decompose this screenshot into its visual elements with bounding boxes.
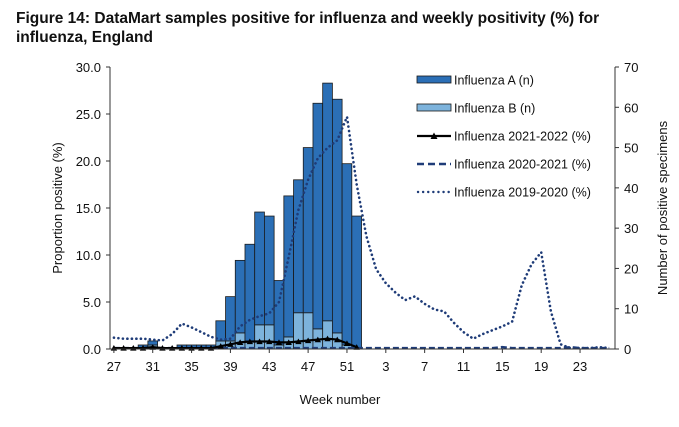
bar-influenza-b: [264, 324, 275, 350]
axes-layer: [109, 67, 616, 350]
bar-influenza-a: [331, 98, 343, 334]
left-y-tick-label: 20.0: [76, 154, 101, 169]
legend-label: Influenza B (n): [454, 102, 535, 116]
right-y-tick-label: 40: [624, 181, 638, 196]
marker-influenza-2021-2022: [343, 340, 351, 346]
x-axis-title: Week number: [300, 392, 381, 407]
x-tick-label: 19: [534, 359, 548, 374]
legend-item: Influenza 2021-2022 (%): [417, 130, 591, 144]
bar-influenza-a: [283, 195, 294, 338]
right-y-ticks: 0 10 20 30 40 50 60 70: [615, 60, 638, 357]
bar-influenza-b: [254, 324, 265, 350]
right-y-tick-label: 70: [624, 60, 638, 75]
left-y-tick-label: 5.0: [83, 295, 101, 310]
right-y-tick-label: 50: [624, 141, 638, 156]
marker-influenza-2021-2022: [314, 336, 322, 343]
legend-item: Influenza B (n): [416, 102, 535, 116]
marker-influenza-2021-2022: [227, 341, 234, 347]
x-tick-label: 23: [573, 359, 587, 374]
marker-influenza-2021-2022: [256, 338, 263, 345]
line-influenza-2019-2020: [112, 111, 611, 350]
right-y-tick-label: 30: [624, 221, 638, 236]
bar-influenza-b: [322, 320, 333, 350]
bar-influenza-a: [234, 259, 246, 334]
x-tick-label: 51: [340, 359, 354, 374]
legend-item: Influenza 2019-2020 (%): [416, 186, 591, 200]
left-y-ticks: 0.0 5.0 10.0 15.0 20.0 25.0 30.0: [76, 60, 110, 357]
bar-influenza-a: [264, 215, 275, 326]
x-tick-label: 39: [223, 359, 237, 374]
marker-influenza-2021-2022: [334, 336, 341, 343]
x-tick-label: 35: [184, 359, 198, 374]
marker-influenza-2021-2022: [266, 338, 273, 345]
legend-swatch: [416, 75, 452, 84]
marker-influenza-2021-2022: [236, 339, 244, 346]
marker-influenza-2021-2022: [324, 335, 331, 342]
left-y-tick-label: 0.0: [83, 342, 101, 357]
marker-influenza-2021-2022: [353, 344, 360, 350]
x-tick-label: 11: [457, 359, 471, 374]
right-y-tick-label: 20: [624, 261, 638, 276]
bar-influenza-a: [351, 215, 362, 350]
marker-influenza-2021-2022: [149, 344, 156, 350]
bar-influenza-a: [293, 179, 304, 314]
marker-influenza-2021-2022: [304, 337, 312, 344]
right-y-tick-label: 0: [624, 342, 631, 357]
y-axis-left-title: Proportion positive (%): [50, 142, 65, 274]
x-tick-label: 3: [382, 359, 389, 374]
marker-influenza-2021-2022: [246, 338, 254, 345]
marker-influenza-2021-2022: [285, 339, 292, 346]
left-y-tick-label: 10.0: [76, 248, 101, 263]
x-tick-label: 31: [145, 359, 159, 374]
bar-influenza-a: [341, 163, 353, 346]
right-y-tick-label: 60: [624, 100, 638, 115]
bar-influenza-b: [302, 312, 314, 350]
bar-influenza-a: [225, 296, 236, 342]
legend-swatch: [416, 103, 452, 112]
x-tick-label: 43: [262, 359, 276, 374]
left-y-tick-label: 25.0: [76, 107, 101, 122]
legend-label: Influenza 2019-2020 (%): [454, 186, 591, 200]
legend: Influenza A (n) Influenza B (n) Influenza …: [416, 74, 591, 200]
marker-influenza-2021-2022: [217, 343, 224, 349]
bar-influenza-a: [244, 243, 256, 342]
bar-influenza-a: [312, 102, 324, 330]
legend-label: Influenza A (n): [454, 74, 534, 88]
legend-item: Influenza 2020-2021 (%): [417, 158, 591, 172]
marker-influenza-2021-2022: [275, 339, 283, 346]
figure-title: Figure 14: DataMart samples positive for…: [16, 10, 600, 46]
legend-item: Influenza A (n): [416, 74, 534, 88]
x-ticks: 27 31 35 39 43 47 51 3 7 11 15 19 23: [107, 349, 587, 374]
bar-influenza-a: [322, 82, 333, 322]
y-axis-right-title: Number of positive specimens: [655, 120, 670, 295]
x-tick-label: 7: [421, 359, 428, 374]
marker-influenza-2021-2022: [295, 338, 302, 345]
x-tick-label: 47: [301, 359, 315, 374]
bars-layer: [137, 82, 362, 350]
legend-marker: [430, 132, 438, 139]
x-tick-label: 27: [107, 359, 121, 374]
legend-label: Influenza 2021-2022 (%): [454, 130, 591, 144]
bar-influenza-a: [254, 211, 265, 326]
left-y-tick-label: 15.0: [76, 201, 101, 216]
x-tick-label: 15: [495, 359, 509, 374]
legend-label: Influenza 2020-2021 (%): [454, 158, 591, 172]
right-y-tick-label: 10: [624, 302, 638, 317]
left-y-tick-label: 30.0: [76, 60, 101, 75]
